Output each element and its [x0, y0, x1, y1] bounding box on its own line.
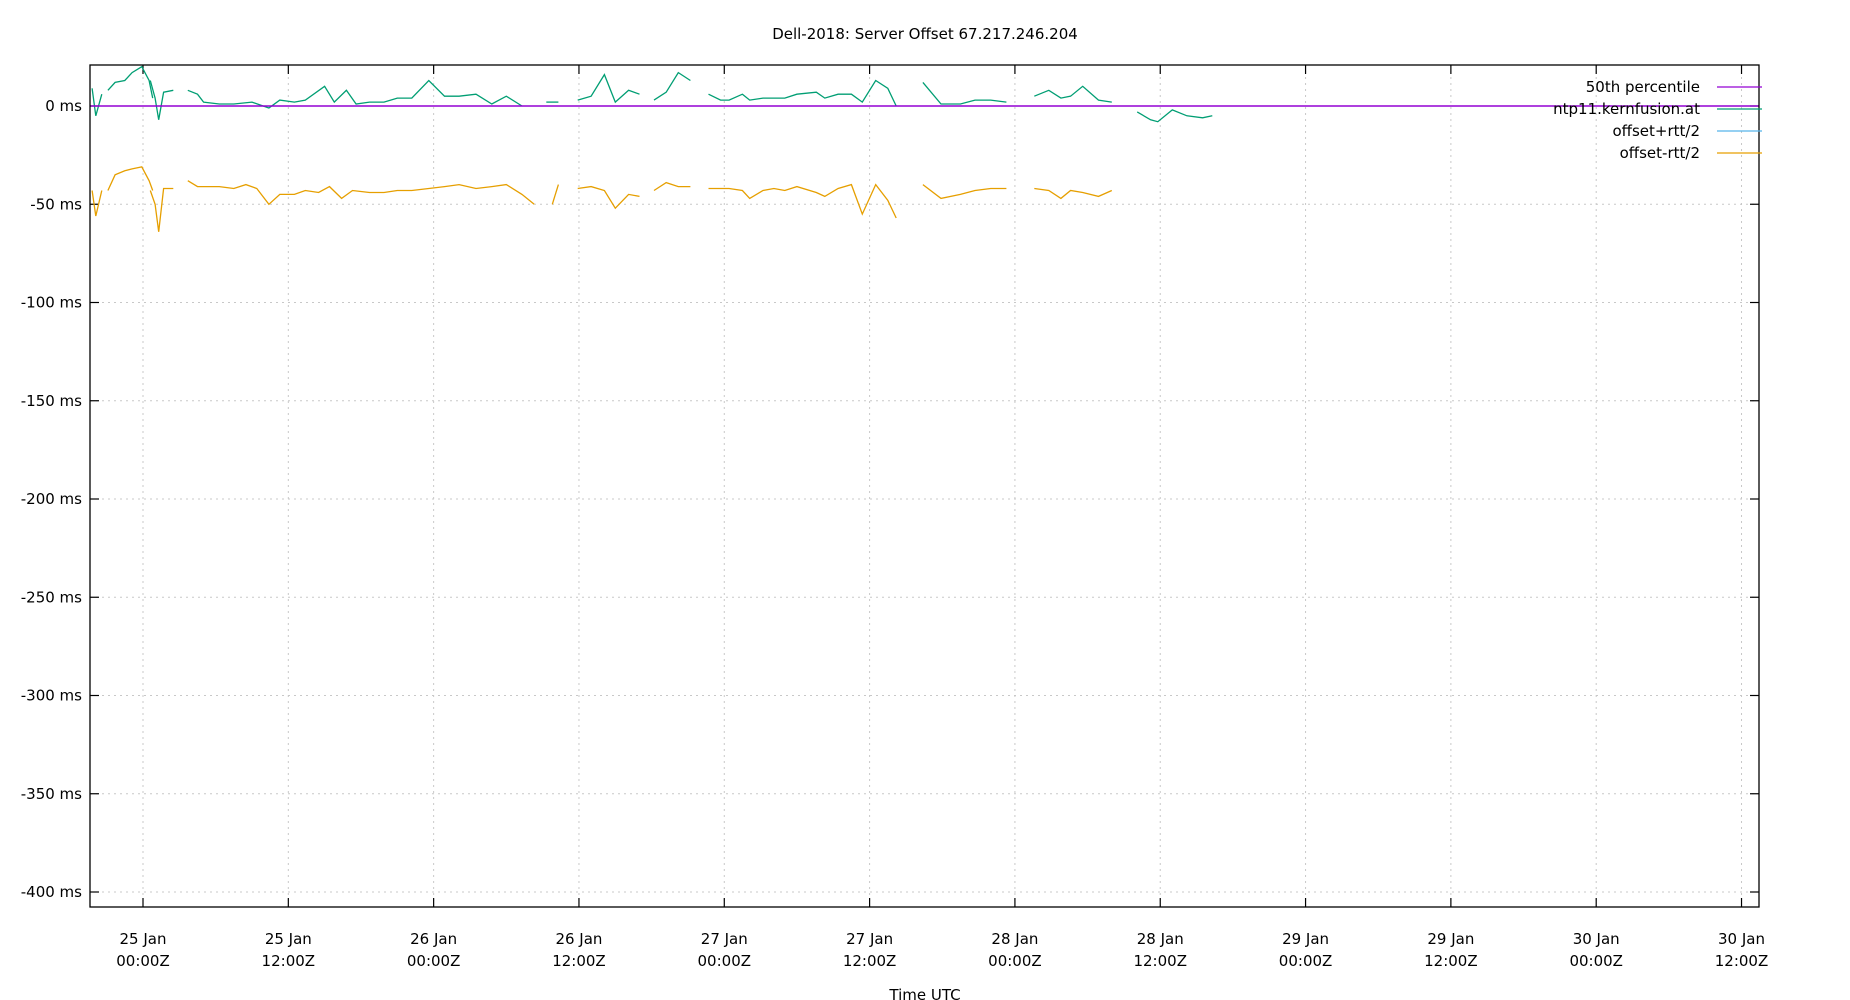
x-tick-date: 25 Jan	[120, 930, 167, 948]
x-tick-date: 29 Jan	[1427, 930, 1474, 948]
series-line	[149, 187, 174, 232]
x-tick-time: 00:00Z	[116, 952, 170, 970]
series-line	[577, 73, 640, 104]
x-tick-time: 00:00Z	[988, 952, 1042, 970]
x-tick-time: 12:00Z	[1133, 952, 1187, 970]
plot-area	[89, 65, 1759, 232]
x-tick-date: 26 Jan	[555, 930, 602, 948]
series-line	[653, 181, 691, 192]
y-tick-label: -150 ms	[21, 392, 82, 410]
series-line	[653, 71, 691, 101]
x-axis-label: Time UTC	[888, 986, 960, 1000]
series-line	[149, 80, 174, 120]
x-tick-date: 26 Jan	[410, 930, 457, 948]
x-axis: 25 Jan 00:00Z 25 Jan 12:00Z 26 Jan 00:00Z 26 J…	[116, 65, 1768, 970]
series-line	[551, 184, 560, 205]
series-line	[1136, 109, 1213, 123]
x-tick-time: 12:00Z	[552, 952, 606, 970]
x-tick-time: 00:00Z	[1279, 952, 1333, 970]
series-line	[708, 79, 897, 107]
y-tick-label: 0 ms	[45, 97, 82, 115]
series-line	[91, 88, 103, 116]
series-line	[1034, 187, 1113, 200]
y-tick-label: -200 ms	[21, 490, 82, 508]
series-line	[91, 190, 103, 217]
x-tick-time: 12:00Z	[1715, 952, 1769, 970]
x-tick-date: 27 Jan	[701, 930, 748, 948]
x-tick-date: 28 Jan	[1137, 930, 1184, 948]
x-tick-time: 12:00Z	[262, 952, 316, 970]
series-line	[1034, 85, 1112, 103]
series-line	[577, 185, 640, 210]
legend-label: offset-rtt/2	[1620, 144, 1700, 162]
x-tick-time: 00:00Z	[698, 952, 752, 970]
x-tick-date: 30 Jan	[1718, 930, 1765, 948]
series-line	[922, 81, 1007, 105]
plot-border	[89, 64, 1760, 908]
series-line	[187, 79, 523, 109]
x-tick-date: 27 Jan	[846, 930, 893, 948]
series-line	[922, 184, 1007, 200]
y-axis: 0 ms -50 ms -100 ms -150 ms -200 ms -250 ms -3…	[21, 97, 1759, 901]
y-tick-label: -50 ms	[30, 195, 82, 213]
legend-label: 50th percentile	[1586, 78, 1700, 96]
x-tick-date: 29 Jan	[1282, 930, 1329, 948]
series-line	[107, 166, 154, 191]
x-tick-time: 12:00Z	[1424, 952, 1478, 970]
legend: 50th percentile ntp11.kernfusion.at offset…	[1553, 78, 1762, 162]
x-tick-date: 30 Jan	[1573, 930, 1620, 948]
y-tick-label: -300 ms	[21, 687, 82, 705]
x-tick-time: 12:00Z	[843, 952, 897, 970]
series-line	[107, 65, 154, 99]
x-tick-date: 28 Jan	[991, 930, 1038, 948]
y-tick-label: -400 ms	[21, 883, 82, 901]
legend-label: ntp11.kernfusion.at	[1553, 100, 1700, 118]
series-ntp11-kernfusion-at	[91, 65, 1213, 123]
y-tick-label: -350 ms	[21, 785, 82, 803]
legend-label: offset+rtt/2	[1612, 122, 1700, 140]
x-tick-date: 25 Jan	[265, 930, 312, 948]
x-tick-time: 00:00Z	[407, 952, 461, 970]
grid-lines	[90, 65, 1759, 907]
y-tick-label: -250 ms	[21, 588, 82, 606]
series-offset-rtt-2	[91, 166, 1113, 232]
chart-title: Dell-2018: Server Offset 67.217.246.204	[772, 25, 1078, 43]
x-tick-time: 00:00Z	[1569, 952, 1623, 970]
y-tick-label: -100 ms	[21, 294, 82, 312]
series-line	[187, 180, 535, 206]
series-line	[708, 183, 897, 219]
